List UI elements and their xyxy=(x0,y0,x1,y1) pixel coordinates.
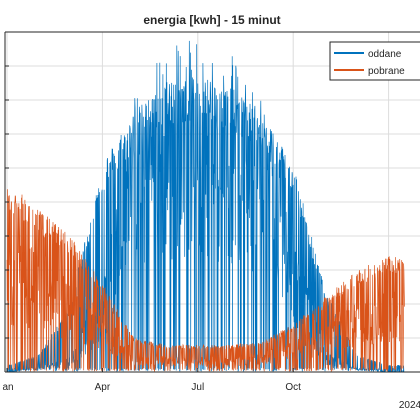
legend-label-pobrane: pobrane xyxy=(368,66,405,77)
series-line-pobrane xyxy=(6,189,405,373)
legend: oddane pobrane xyxy=(329,41,420,81)
x-tick-label-3: Oct xyxy=(285,382,301,393)
x-tick-label-1: Apr xyxy=(95,382,111,393)
x-tick-label-2: Jul xyxy=(191,382,204,393)
legend-label-oddane: oddane xyxy=(368,49,402,60)
x-tick-labels: an Apr Jul Oct 2024 xyxy=(2,65,420,411)
series-layer xyxy=(6,40,405,373)
x-tick-label-0: an xyxy=(2,382,13,393)
legend-box xyxy=(329,41,420,81)
chart-title: energia [kwh] - 15 minut xyxy=(143,13,280,27)
x-tick-label-4: 2024 xyxy=(399,400,420,411)
